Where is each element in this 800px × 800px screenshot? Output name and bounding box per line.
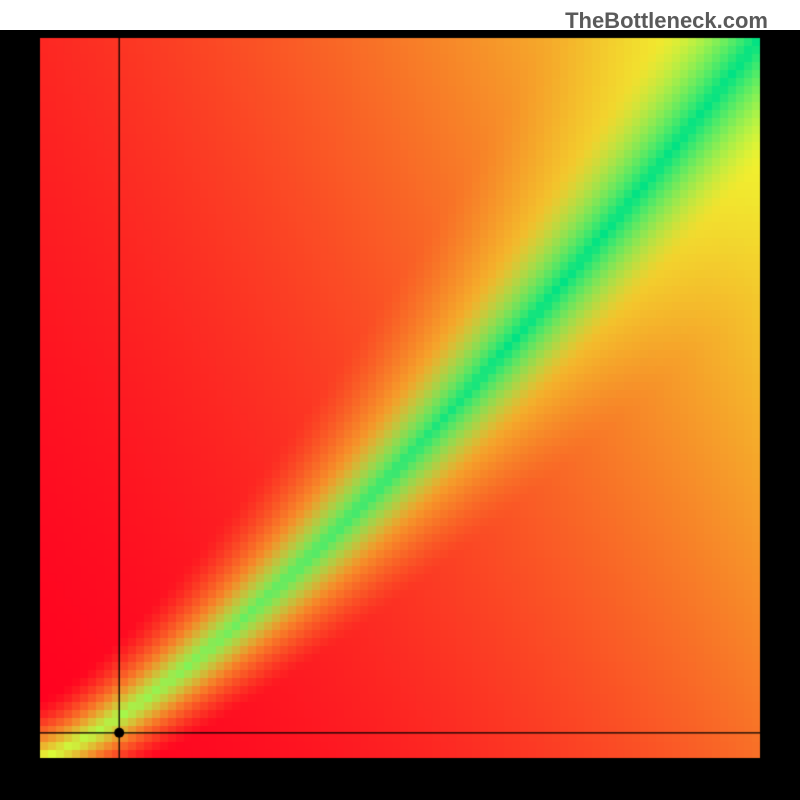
bottleneck-heatmap: [0, 30, 800, 800]
watermark-text: TheBottleneck.com: [565, 8, 768, 34]
chart-container: TheBottleneck.com: [0, 0, 800, 800]
